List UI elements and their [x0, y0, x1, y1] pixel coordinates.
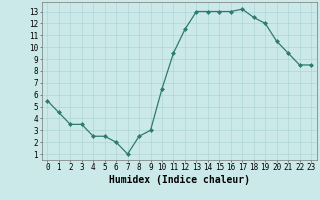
X-axis label: Humidex (Indice chaleur): Humidex (Indice chaleur): [109, 175, 250, 185]
